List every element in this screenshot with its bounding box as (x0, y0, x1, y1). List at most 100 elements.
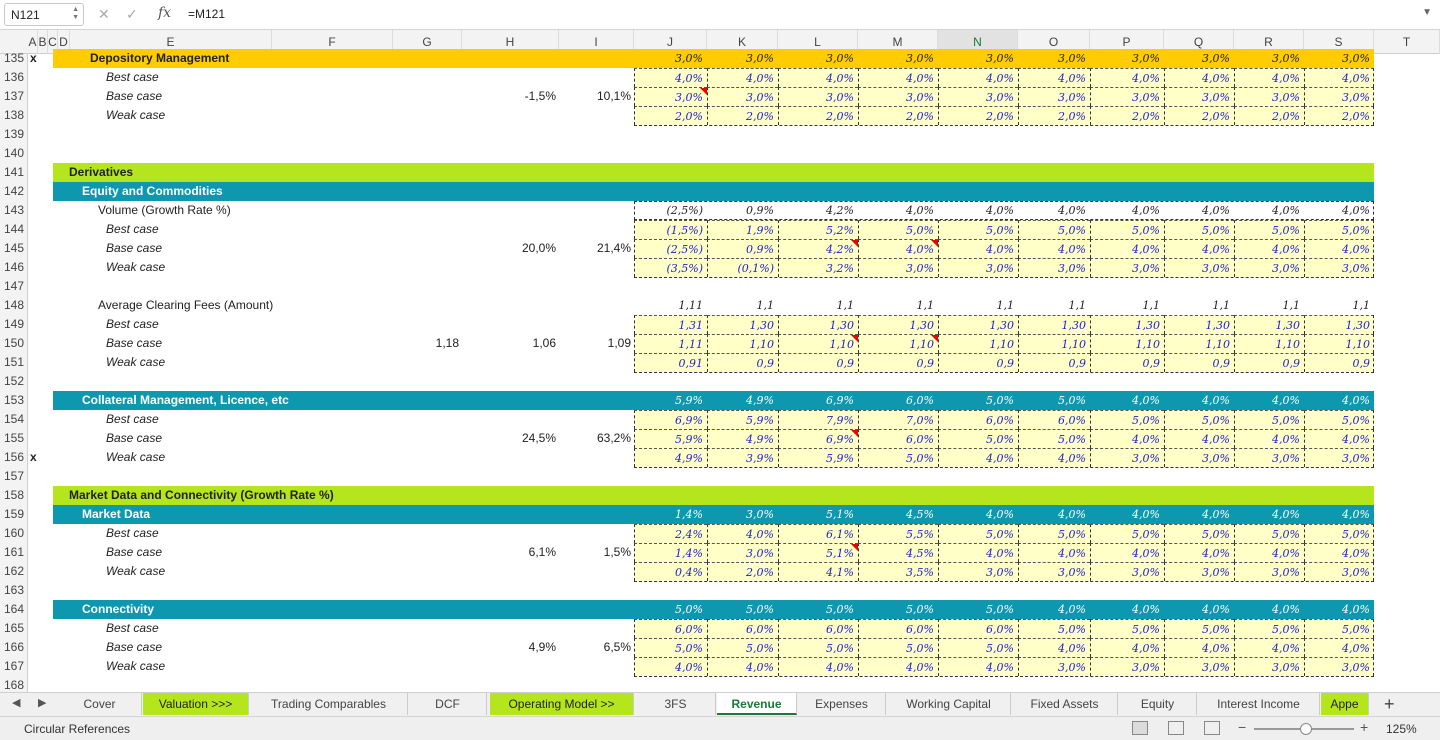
sheet-tab[interactable]: Expenses (798, 693, 886, 715)
forecast-cell[interactable]: 3,0% (1090, 258, 1164, 277)
forecast-cell[interactable]: 3,0% (1234, 562, 1304, 581)
forecast-cell[interactable]: 6,0% (1018, 410, 1090, 429)
forecast-cell[interactable]: 5,5% (858, 524, 938, 543)
forecast-cell[interactable]: 0,9 (1304, 353, 1374, 372)
row-header[interactable]: 151 (4, 355, 25, 369)
forecast-cell[interactable]: 4,0% (938, 448, 1018, 467)
forecast-cell[interactable]: 5,1% (778, 543, 858, 562)
row-header[interactable]: 150 (4, 336, 25, 350)
column-header-k[interactable]: K (707, 30, 778, 54)
forecast-cell[interactable]: 6,1% (778, 524, 858, 543)
forecast-cell[interactable]: 0,9 (778, 353, 858, 372)
zoom-slider-handle[interactable] (1300, 723, 1312, 735)
add-sheet-icon[interactable]: + (1384, 694, 1395, 714)
forecast-cell[interactable]: 5,0% (986, 394, 1014, 407)
forecast-cell[interactable]: 1,1 (836, 299, 855, 312)
forecast-cell[interactable]: 2,0% (634, 106, 707, 125)
forecast-cell[interactable]: 3,0% (1304, 657, 1374, 676)
forecast-cell[interactable]: 2,0% (1304, 106, 1374, 125)
forecast-cell[interactable]: 5,0% (1018, 429, 1090, 448)
forecast-cell[interactable]: 4,0% (634, 657, 707, 676)
forecast-cell[interactable]: 3,0% (1018, 562, 1090, 581)
row-header[interactable]: 157 (4, 469, 25, 483)
forecast-cell[interactable]: 3,0% (1018, 657, 1090, 676)
forecast-cell[interactable]: 1,11 (678, 299, 704, 312)
forecast-cell[interactable]: 4,0% (1164, 638, 1234, 657)
forecast-cell[interactable]: 4,0% (986, 508, 1014, 521)
forecast-cell[interactable]: 2,0% (707, 562, 778, 581)
forecast-cell[interactable]: 3,0% (1234, 258, 1304, 277)
forecast-cell[interactable]: 2,0% (1164, 106, 1234, 125)
forecast-cell[interactable]: 5,0% (1234, 410, 1304, 429)
forecast-cell[interactable]: 4,0% (906, 204, 934, 217)
name-box-stepper-icon[interactable]: ▲ ▼ (72, 6, 79, 21)
forecast-cell[interactable]: 5,0% (1090, 524, 1164, 543)
forecast-cell[interactable]: 5,0% (938, 429, 1018, 448)
sheet-tab[interactable]: Working Capital (887, 693, 1011, 715)
forecast-cell[interactable]: 4,0% (1058, 204, 1086, 217)
forecast-cell[interactable]: 0,4% (634, 562, 707, 581)
column-header-l[interactable]: L (778, 30, 858, 54)
next-sheet-icon[interactable]: ▶ (38, 697, 47, 709)
column-header-g[interactable]: G (393, 30, 462, 54)
forecast-cell[interactable]: 2,0% (778, 106, 858, 125)
page-layout-icon[interactable] (1168, 721, 1184, 735)
forecast-cell[interactable]: 5,0% (858, 448, 938, 467)
row-header[interactable]: 168 (4, 678, 25, 692)
forecast-cell[interactable]: 4,0% (1164, 68, 1234, 87)
forecast-cell[interactable]: 1,30 (858, 315, 938, 334)
forecast-cell[interactable]: 1,30 (1304, 315, 1374, 334)
forecast-cell[interactable]: 5,0% (1164, 410, 1234, 429)
row-header[interactable]: 148 (4, 298, 25, 312)
forecast-cell[interactable]: 4,0% (1132, 394, 1160, 407)
forecast-cell[interactable]: 3,0% (1304, 258, 1374, 277)
forecast-cell[interactable]: 3,0% (1202, 52, 1230, 65)
forecast-cell[interactable]: 4,0% (1342, 508, 1370, 521)
forecast-cell[interactable]: 3,0% (906, 52, 934, 65)
forecast-cell[interactable]: 1,10 (778, 334, 858, 353)
hist-value-g[interactable]: 1,18 (435, 336, 459, 350)
forecast-cell[interactable]: 2,0% (707, 106, 778, 125)
column-header-f[interactable]: F (272, 30, 393, 54)
column-header-o[interactable]: O (1018, 30, 1090, 54)
function-icon[interactable]: fx (158, 5, 172, 21)
forecast-cell[interactable]: 1,1 (1352, 299, 1371, 312)
forecast-cell[interactable]: 3,0% (1342, 52, 1370, 65)
row-header[interactable]: 140 (4, 146, 25, 160)
row-header[interactable]: 139 (4, 127, 25, 141)
forecast-cell[interactable]: 4,0% (1090, 429, 1164, 448)
forecast-cell[interactable]: 4,9% (746, 394, 774, 407)
forecast-cell[interactable]: 4,2% (778, 239, 858, 258)
zoom-in-icon[interactable]: + (1360, 719, 1369, 735)
forecast-cell[interactable]: 7,0% (858, 410, 938, 429)
forecast-cell[interactable]: 5,0% (906, 603, 934, 616)
row-header[interactable]: 160 (4, 526, 25, 540)
forecast-cell[interactable]: 5,0% (1090, 220, 1164, 239)
forecast-cell[interactable]: 4,0% (634, 68, 707, 87)
forecast-cell[interactable]: 3,5% (858, 562, 938, 581)
column-header-p[interactable]: P (1090, 30, 1164, 54)
comment-marker-icon[interactable] (851, 544, 858, 551)
forecast-cell[interactable]: 4,0% (778, 68, 858, 87)
row-header[interactable]: 142 (4, 184, 25, 198)
forecast-cell[interactable]: 3,0% (986, 52, 1014, 65)
forecast-cell[interactable]: 1,1 (996, 299, 1015, 312)
forecast-cell[interactable]: 4,0% (1132, 204, 1160, 217)
column-header-c[interactable]: C (48, 30, 58, 54)
forecast-cell[interactable]: 1,10 (1234, 334, 1304, 353)
row-header[interactable]: 153 (4, 393, 25, 407)
row-header[interactable]: 149 (4, 317, 25, 331)
hist-value-h[interactable]: 24,5% (521, 431, 556, 445)
forecast-cell[interactable]: 4,0% (938, 657, 1018, 676)
forecast-cell[interactable]: 1,10 (707, 334, 778, 353)
forecast-cell[interactable]: 2,0% (1234, 106, 1304, 125)
forecast-cell[interactable]: 5,0% (707, 638, 778, 657)
forecast-cell[interactable]: (3,5%) (634, 258, 707, 277)
comment-marker-icon[interactable] (931, 335, 938, 342)
forecast-cell[interactable]: 6,9% (826, 394, 854, 407)
forecast-cell[interactable]: (2,5%) (634, 239, 707, 258)
forecast-cell[interactable]: 5,0% (986, 603, 1014, 616)
forecast-cell[interactable]: 4,0% (1234, 68, 1304, 87)
sheet-tab[interactable]: Trading Comparables (250, 693, 408, 715)
forecast-cell[interactable]: 4,0% (938, 239, 1018, 258)
